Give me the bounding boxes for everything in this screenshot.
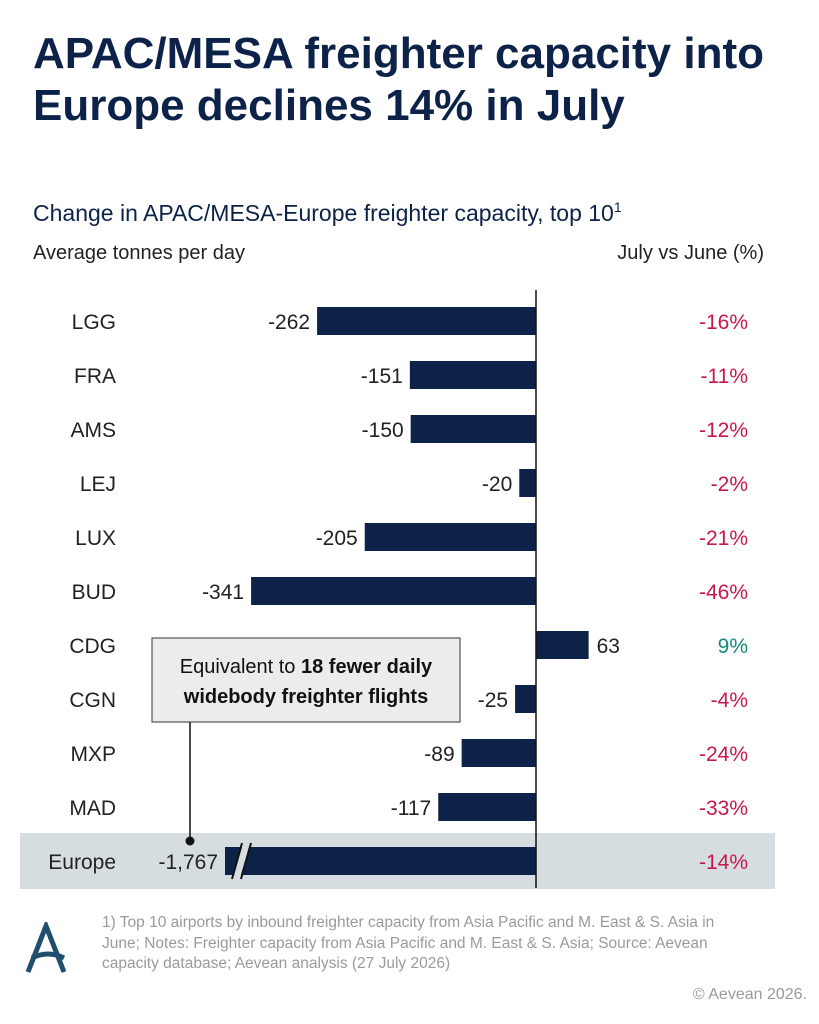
category-label: LEJ [80,473,116,496]
aevean-logo [25,922,67,973]
pct-change-label: -14% [699,851,748,874]
bar-chart: LGG -262 -16% FRA -151 -11% AMS -150 -12% LEJ -20 -… [20,290,775,889]
category-label: FRA [74,365,116,388]
pct-change-label: 9% [718,635,748,658]
bar [410,415,536,443]
category-label: LUX [75,527,116,550]
category-label: MAD [69,797,116,820]
pct-change-label: -24% [699,743,748,766]
value-label: -341 [202,581,244,604]
bar [317,307,536,335]
pct-change-label: -16% [699,311,748,334]
page-title: APAC/MESA freighter capacity into Europe… [33,29,765,130]
left-column-header: Average tonnes per day [33,242,246,264]
bar [251,577,537,605]
category-label: Europe [48,851,116,874]
pct-change-label: -4% [711,689,748,712]
callout-line-1: Equivalent to 18 fewer daily [180,656,433,678]
callout-dot [185,836,195,846]
category-label: CDG [69,635,116,658]
value-label: -262 [268,311,310,334]
category-label: AMS [70,419,116,442]
value-label: -89 [424,743,454,766]
bar [438,793,536,821]
value-label: 63 [597,635,620,658]
pct-change-label: -33% [699,797,748,820]
bar [515,685,536,713]
copyright: © Aevean 2026. [692,986,807,1003]
callout-line-2: widebody freighter flights [183,686,428,708]
right-column-header: July vs June (%) [617,242,764,264]
callout: Equivalent to 18 fewer daily widebody fre… [151,637,461,846]
bar [225,847,536,875]
value-label: -117 [391,797,431,820]
pct-change-label: -46% [699,581,748,604]
bar [536,631,589,659]
chart-subtitle: Change in APAC/MESA-Europe freighter cap… [33,199,622,227]
footnotes: 1) Top 10 airports by inbound freighter … [102,914,715,972]
category-label: LGG [72,311,116,334]
bar [519,469,536,497]
axis-break-mark [231,842,252,880]
value-label: -25 [478,689,508,712]
pct-change-label: -12% [699,419,748,442]
bar [364,523,536,551]
bar [461,739,536,767]
value-label: -1,767 [158,851,218,874]
chart-subtitle-text: Change in APAC/MESA-Europe freighter cap… [33,200,614,226]
category-label: CGN [69,689,116,712]
value-label: -20 [482,473,512,496]
value-label: -205 [316,527,358,550]
category-label: MXP [70,743,116,766]
callout-box [151,637,461,723]
value-label: -151 [361,365,403,388]
pct-change-label: -2% [711,473,748,496]
value-label: -150 [362,419,404,442]
bar [409,361,536,389]
pct-change-label: -11% [701,365,748,388]
category-label: BUD [72,581,116,604]
footnote-mark: 1 [613,199,622,215]
pct-change-label: -21% [699,527,748,550]
